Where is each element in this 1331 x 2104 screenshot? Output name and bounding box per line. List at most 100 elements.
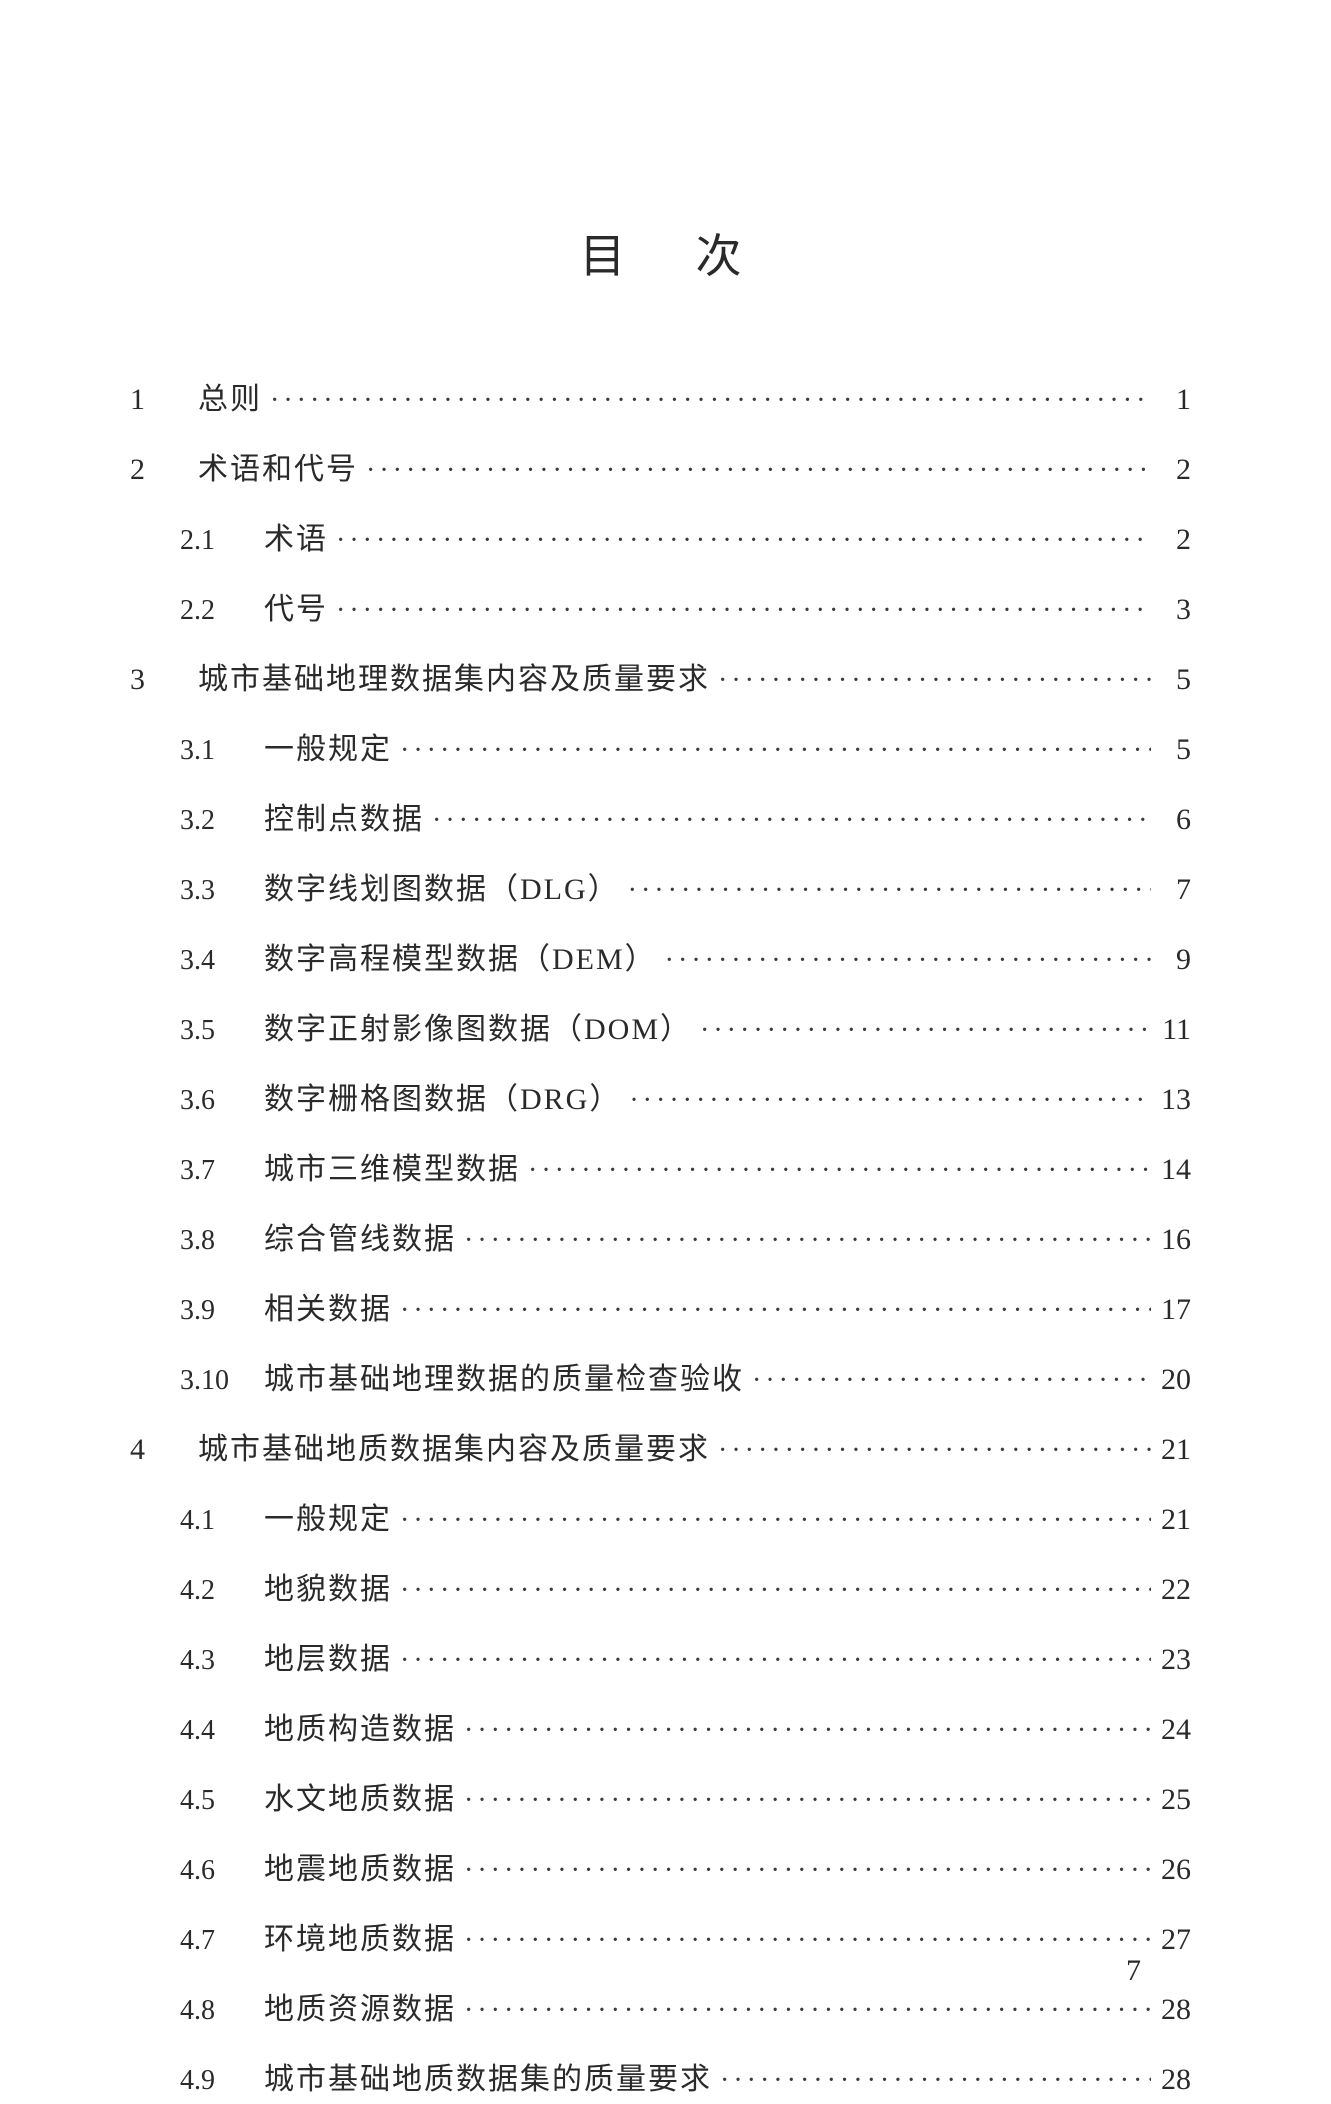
toc-entry: 3城市基础地理数据集内容及质量要求5 — [130, 656, 1191, 704]
toc-leader — [712, 2059, 1151, 2104]
toc-entry-number: 4.9 — [180, 2059, 254, 2104]
toc-entry: 1总则1 — [130, 376, 1191, 424]
page-number: 7 — [1126, 1954, 1141, 1988]
toc-entry-page: 25 — [1151, 1776, 1191, 1824]
toc-entry-page: 28 — [1151, 1986, 1191, 2034]
toc-entry: 3.4数字高程模型数据（DEM）9 — [130, 936, 1191, 984]
toc-list: 1总则12术语和代号22.1术语22.2代号33城市基础地理数据集内容及质量要求… — [130, 376, 1191, 2104]
toc-entry-label: 城市三维模型数据 — [264, 1146, 520, 1194]
toc-leader — [262, 379, 1151, 424]
toc-entry-number: 2.1 — [180, 519, 254, 564]
toc-entry-number: 2.2 — [180, 589, 254, 634]
toc-entry-number: 3.7 — [180, 1149, 254, 1194]
toc-entry-label: 环境地质数据 — [264, 1916, 456, 1964]
toc-entry-page: 3 — [1151, 586, 1191, 634]
toc-entry-number: 3.8 — [180, 1219, 254, 1264]
toc-entry-number: 4.6 — [180, 1849, 254, 1894]
toc-entry-number: 4.5 — [180, 1779, 254, 1824]
toc-entry-page: 7 — [1151, 866, 1191, 914]
toc-entry-label: 一般规定 — [264, 1496, 392, 1544]
toc-leader — [392, 729, 1151, 774]
toc-leader — [456, 1779, 1151, 1824]
toc-leader — [328, 519, 1151, 564]
toc-entry: 4.5水文地质数据 25 — [130, 1776, 1191, 1824]
toc-entry-number: 3.3 — [180, 869, 254, 914]
toc-entry-number: 3.10 — [180, 1359, 254, 1404]
toc-entry-page: 26 — [1151, 1846, 1191, 1894]
toc-leader — [456, 1219, 1151, 1264]
toc-entry-page: 20 — [1151, 1356, 1191, 1404]
toc-entry-page: 14 — [1151, 1146, 1191, 1194]
toc-entry-label: 总则 — [198, 376, 262, 424]
toc-entry-label: 一般规定 — [264, 726, 392, 774]
toc-leader — [328, 589, 1151, 634]
toc-entry-label: 数字栅格图数据（DRG） — [264, 1076, 621, 1124]
toc-entry: 4.1一般规定 21 — [130, 1496, 1191, 1544]
page: 目次 1总则12术语和代号22.1术语22.2代号33城市基础地理数据集内容及质… — [0, 0, 1331, 2048]
toc-entry: 4.7环境地质数据27 — [130, 1916, 1191, 1964]
toc-entry-number: 4.8 — [180, 1989, 254, 2034]
toc-entry-label: 城市基础地质数据集内容及质量要求 — [198, 1426, 710, 1474]
toc-entry-number: 4.7 — [180, 1919, 254, 1964]
toc-leader — [692, 1009, 1151, 1054]
toc-entry-label: 城市基础地理数据的质量检查验收 — [264, 1356, 744, 1404]
toc-leader — [456, 1989, 1151, 2034]
toc-entry-page: 21 — [1151, 1426, 1191, 1474]
toc-entry-label: 代号 — [264, 586, 328, 634]
toc-entry-page: 2 — [1151, 446, 1191, 494]
toc-entry: 3.9相关数据 17 — [130, 1286, 1191, 1334]
toc-entry-number: 4.2 — [180, 1569, 254, 1614]
toc-leader — [710, 1429, 1151, 1474]
toc-leader — [424, 799, 1151, 844]
toc-entry-label: 水文地质数据 — [264, 1776, 456, 1824]
toc-entry-page: 21 — [1151, 1496, 1191, 1544]
toc-entry-label: 地貌数据 — [264, 1566, 392, 1614]
toc-entry-page: 23 — [1151, 1636, 1191, 1684]
toc-entry-number: 4 — [130, 1426, 170, 1474]
toc-entry-label: 控制点数据 — [264, 796, 424, 844]
toc-entry: 3.1一般规定5 — [130, 726, 1191, 774]
toc-entry-label: 相关数据 — [264, 1286, 392, 1334]
toc-entry-label: 地质构造数据 — [264, 1706, 456, 1754]
toc-leader — [456, 1709, 1151, 1754]
toc-entry: 4.2地貌数据22 — [130, 1566, 1191, 1614]
toc-entry-page: 11 — [1151, 1006, 1191, 1054]
toc-entry: 2术语和代号2 — [130, 446, 1191, 494]
toc-entry-number: 3.6 — [180, 1079, 254, 1124]
toc-entry: 3.6数字栅格图数据（DRG） 13 — [130, 1076, 1191, 1124]
toc-entry-page: 9 — [1151, 936, 1191, 984]
toc-entry: 4.8地质资源数据28 — [130, 1986, 1191, 2034]
toc-leader — [620, 869, 1151, 914]
toc-entry-label: 术语 — [264, 516, 328, 564]
toc-entry-page: 16 — [1151, 1216, 1191, 1264]
toc-title: 目次 — [130, 220, 1191, 286]
toc-entry-page: 24 — [1151, 1706, 1191, 1754]
toc-entry-label: 数字正射影像图数据（DOM） — [264, 1006, 692, 1054]
toc-entry-number: 4.1 — [180, 1499, 254, 1544]
toc-entry-number: 3.9 — [180, 1289, 254, 1334]
toc-entry-page: 5 — [1151, 726, 1191, 774]
toc-entry-label: 综合管线数据 — [264, 1216, 456, 1264]
toc-entry-page: 13 — [1151, 1076, 1191, 1124]
toc-leader — [456, 1919, 1151, 1964]
toc-leader — [358, 449, 1151, 494]
toc-leader — [392, 1499, 1151, 1544]
toc-entry: 4.6地震地质数据26 — [130, 1846, 1191, 1894]
toc-entry-page: 6 — [1151, 796, 1191, 844]
toc-entry: 2.2代号 3 — [130, 586, 1191, 634]
toc-leader — [392, 1289, 1151, 1334]
toc-entry-page: 1 — [1151, 376, 1191, 424]
toc-entry-page: 5 — [1151, 656, 1191, 704]
toc-entry-page: 2 — [1151, 516, 1191, 564]
toc-entry: 3.7城市三维模型数据 14 — [130, 1146, 1191, 1194]
toc-entry-label: 数字线划图数据（DLG） — [264, 866, 620, 914]
toc-entry-number: 3.4 — [180, 939, 254, 984]
toc-entry: 4.4地质构造数据24 — [130, 1706, 1191, 1754]
toc-entry-number: 3.5 — [180, 1009, 254, 1054]
toc-entry: 2.1术语 2 — [130, 516, 1191, 564]
toc-entry-label: 城市基础地理数据集内容及质量要求 — [198, 656, 710, 704]
toc-entry-page: 17 — [1151, 1286, 1191, 1334]
toc-entry: 4.3地层数据23 — [130, 1636, 1191, 1684]
toc-entry-label: 术语和代号 — [198, 446, 358, 494]
toc-leader — [456, 1849, 1151, 1894]
